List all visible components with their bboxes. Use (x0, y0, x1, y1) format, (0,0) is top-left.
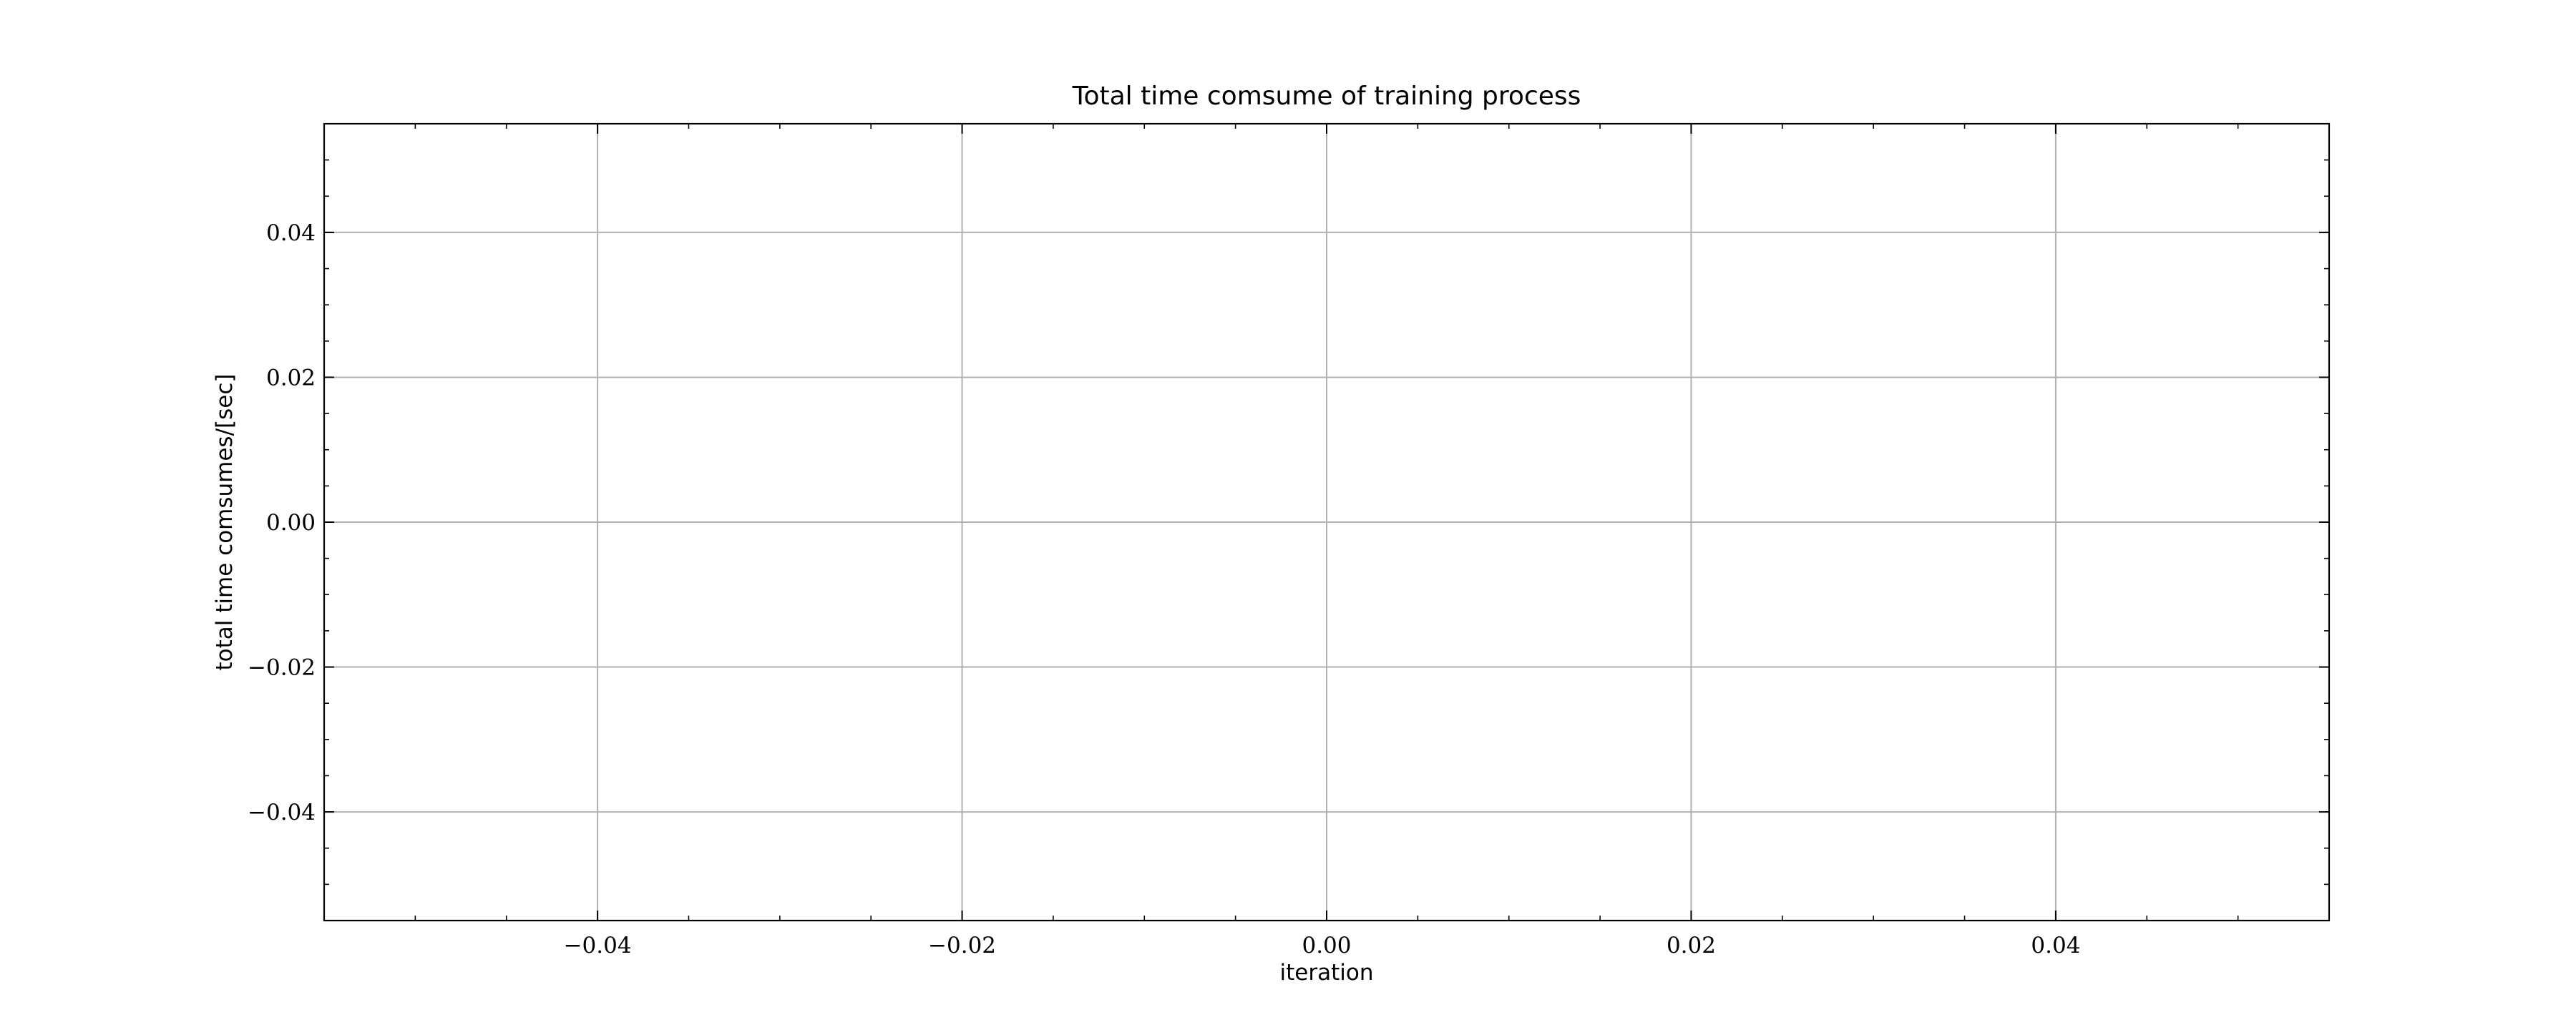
y-tick-labels: −0.04 −0.02 0.00 0.02 0.04 (248, 220, 316, 825)
ticks (323, 123, 2330, 921)
x-tick-label: 0.00 (1302, 933, 1351, 958)
y-tick-label: 0.00 (266, 510, 316, 536)
x-tick-label: −0.04 (564, 933, 632, 958)
x-axis-label: iteration (1280, 960, 1374, 986)
x-tick-label: −0.02 (928, 933, 996, 958)
y-tick-label: −0.04 (248, 800, 316, 825)
chart-title: Total time comsume of training process (1072, 82, 1581, 111)
x-tick-labels: −0.04 −0.02 0.00 0.02 0.04 (564, 933, 2081, 958)
grid (324, 124, 2329, 921)
y-tick-label: −0.02 (248, 655, 316, 681)
y-axis-label: total time comsumes/[sec] (212, 374, 238, 671)
y-tick-label: 0.04 (266, 220, 316, 246)
x-tick-label: 0.04 (2031, 933, 2080, 958)
x-tick-label: 0.02 (1667, 933, 1716, 958)
y-tick-label: 0.02 (266, 365, 316, 391)
